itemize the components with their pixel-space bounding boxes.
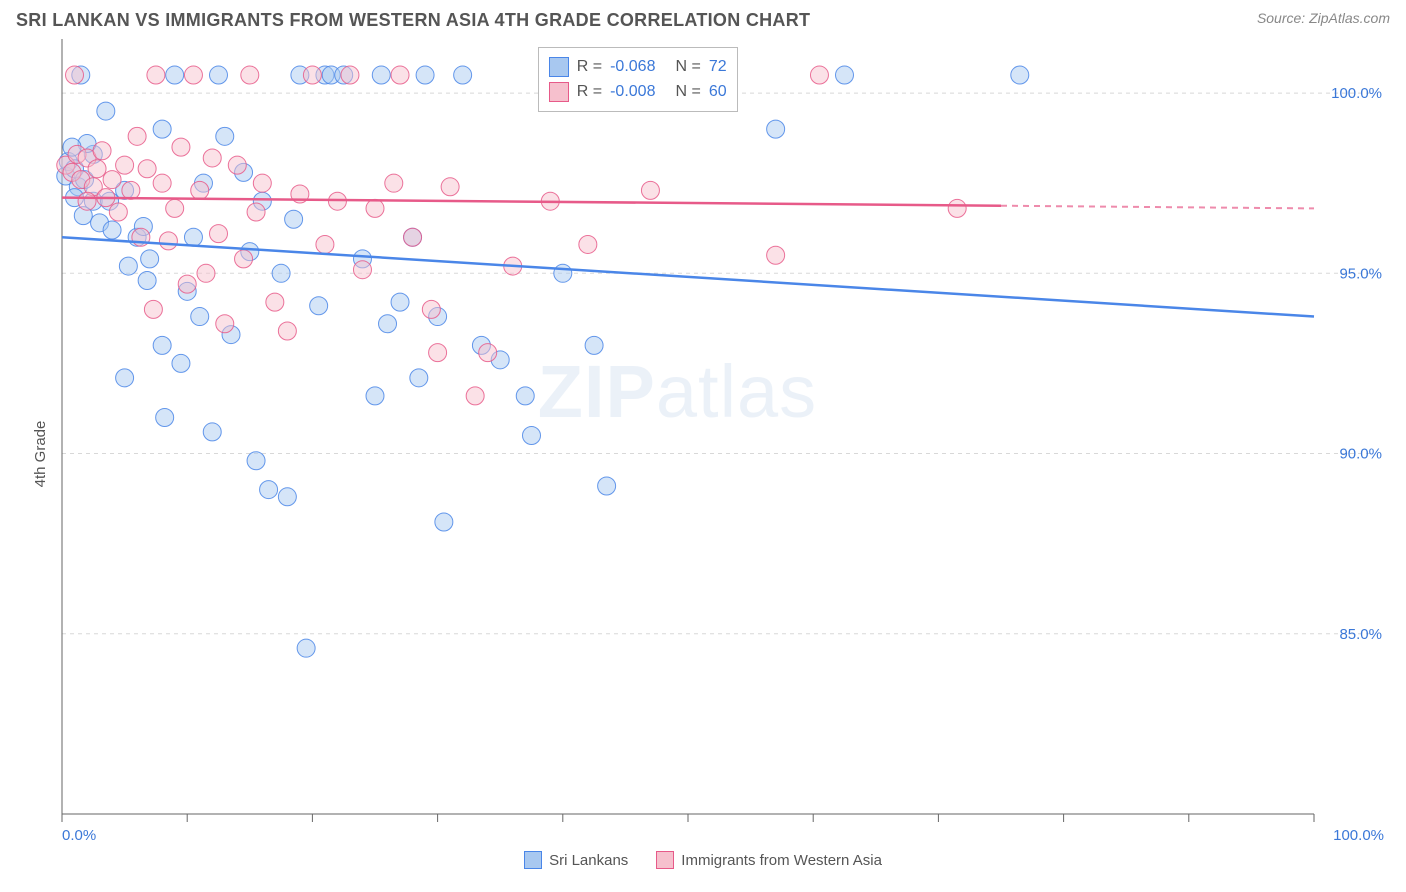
- x-axis-min-label: 0.0%: [62, 827, 96, 844]
- chart-source: Source: ZipAtlas.com: [1257, 10, 1390, 26]
- legend-item: Immigrants from Western Asia: [656, 851, 882, 869]
- r-label: R =: [577, 79, 602, 105]
- legend-swatch: [656, 851, 674, 869]
- chart-area: 4th Grade 85.0% 90.0% 95.0% 100.0% R = -0.0…: [12, 39, 1394, 869]
- chart-title: SRI LANKAN VS IMMIGRANTS FROM WESTERN AS…: [16, 10, 810, 31]
- n-label: N =: [675, 79, 700, 105]
- legend-swatch: [549, 57, 569, 77]
- x-axis-max-label: 100.0%: [1333, 827, 1384, 844]
- r-value: -0.008: [610, 79, 655, 105]
- scatter-plot-svg: 85.0% 90.0% 95.0% 100.0%: [12, 39, 1394, 869]
- svg-text:95.0%: 95.0%: [1339, 265, 1382, 282]
- correlation-row: R = -0.068 N = 72: [549, 54, 727, 80]
- svg-text:90.0%: 90.0%: [1339, 446, 1382, 463]
- legend-label: Sri Lankans: [549, 852, 628, 869]
- r-value: -0.068: [610, 54, 655, 80]
- series-legend: Sri Lankans Immigrants from Western Asia: [12, 851, 1394, 869]
- x-axis-labels: 0.0% 100.0%: [62, 827, 1384, 844]
- y-axis-label: 4th Grade: [32, 421, 49, 488]
- n-value: 72: [709, 54, 727, 80]
- chart-header: SRI LANKAN VS IMMIGRANTS FROM WESTERN AS…: [12, 10, 1394, 31]
- n-label: N =: [675, 54, 700, 80]
- correlation-row: R = -0.008 N = 60: [549, 79, 727, 105]
- legend-label: Immigrants from Western Asia: [681, 852, 882, 869]
- r-label: R =: [577, 54, 602, 80]
- legend-swatch: [549, 82, 569, 102]
- svg-text:100.0%: 100.0%: [1331, 85, 1382, 102]
- legend-swatch: [524, 851, 542, 869]
- correlation-legend: R = -0.068 N = 72 R = -0.008 N = 60: [538, 47, 738, 112]
- legend-item: Sri Lankans: [524, 851, 628, 869]
- svg-text:85.0%: 85.0%: [1339, 626, 1382, 643]
- n-value: 60: [709, 79, 727, 105]
